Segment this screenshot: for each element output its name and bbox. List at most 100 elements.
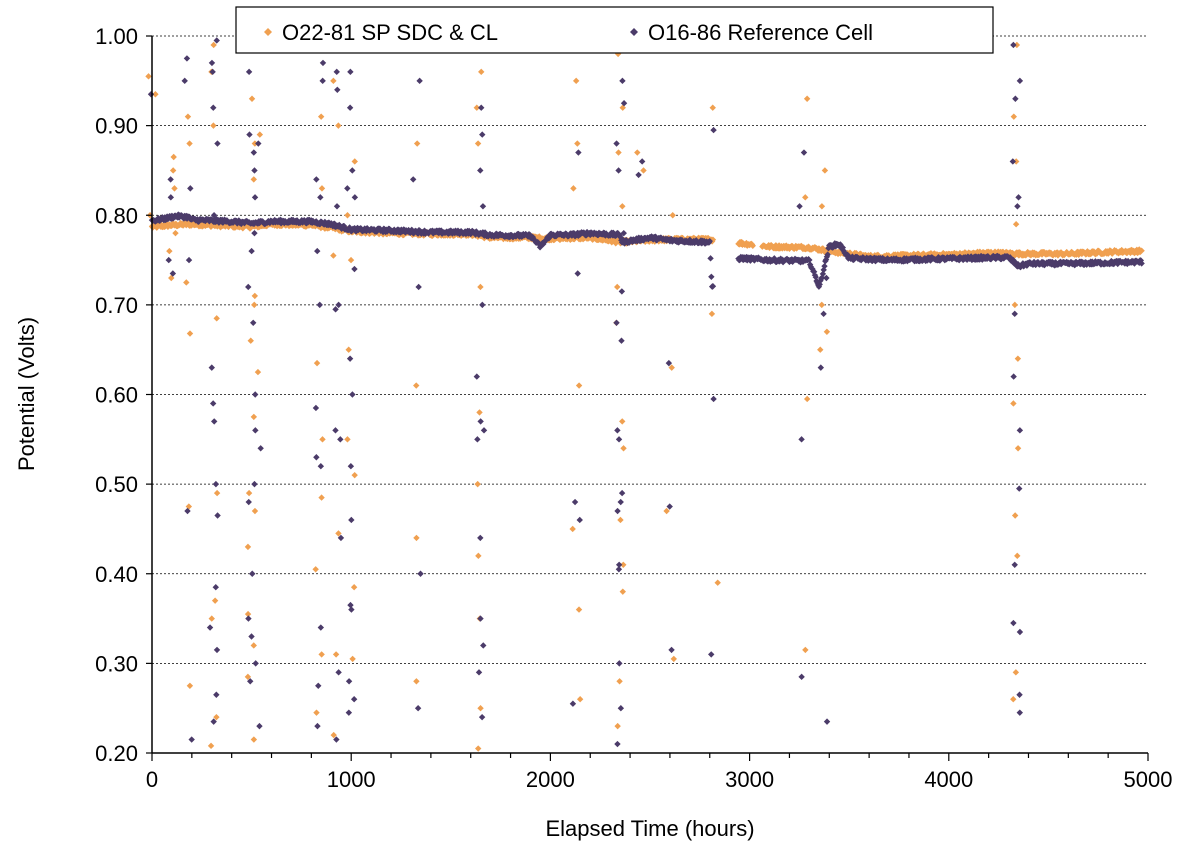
- x-tick-label: 0: [146, 767, 158, 792]
- data-point: [615, 149, 622, 156]
- data-point: [818, 301, 825, 309]
- data-point: [214, 512, 221, 519]
- y-tick-label: 0.20: [95, 741, 138, 766]
- data-point: [213, 315, 220, 322]
- y-tick-label: 0.40: [95, 562, 138, 587]
- data-point: [1013, 41, 1021, 49]
- data-point: [665, 359, 673, 367]
- data-point: [1015, 194, 1022, 201]
- series-2-baseline-points: [148, 211, 1145, 290]
- data-point: [477, 283, 484, 291]
- data-point: [351, 158, 358, 165]
- data-point: [668, 364, 675, 371]
- data-point: [251, 229, 258, 237]
- data-point: [1014, 355, 1022, 362]
- legend-label-series-2: O16-86 Reference Cell: [648, 20, 873, 45]
- data-point: [802, 194, 809, 201]
- data-point: [246, 131, 253, 138]
- data-point: [245, 498, 252, 506]
- data-point: [575, 382, 583, 389]
- data-point: [188, 736, 195, 743]
- data-point: [569, 700, 577, 707]
- data-point: [666, 503, 673, 510]
- data-point: [181, 77, 188, 85]
- data-point: [1016, 77, 1024, 85]
- data-point: [1016, 691, 1023, 698]
- data-point: [186, 330, 194, 337]
- data-point: [570, 185, 577, 192]
- data-point: [183, 55, 191, 62]
- spike-cluster: [250, 131, 264, 743]
- data-point: [708, 310, 716, 318]
- spike-cluster: [312, 59, 327, 730]
- data-point: [337, 436, 344, 443]
- data-point: [413, 382, 420, 389]
- y-tick-label: 0.30: [95, 651, 138, 676]
- data-point: [214, 140, 221, 147]
- x-tick-label: 1000: [327, 767, 376, 792]
- data-point: [345, 709, 353, 716]
- data-point: [209, 400, 217, 407]
- data-point: [208, 364, 215, 371]
- y-tick-label: 1.00: [95, 24, 138, 49]
- data-point: [250, 413, 258, 421]
- data-point: [1016, 485, 1023, 492]
- data-point: [616, 678, 623, 685]
- data-point: [714, 579, 721, 586]
- spike-cluster: [634, 149, 647, 174]
- data-point: [479, 301, 486, 309]
- data-point: [251, 301, 258, 309]
- data-point: [244, 610, 252, 618]
- data-point: [614, 283, 621, 291]
- data-point: [477, 704, 484, 712]
- data-point: [212, 480, 220, 488]
- data-point: [314, 722, 321, 730]
- x-tick-label: 4000: [924, 767, 973, 792]
- data-point: [823, 718, 831, 725]
- data-point: [245, 489, 253, 497]
- data-point: [668, 646, 675, 654]
- data-point: [1012, 95, 1019, 102]
- spike-cluster: [206, 41, 221, 750]
- spike-cluster: [613, 50, 627, 730]
- x-tick-label: 3000: [725, 767, 774, 792]
- data-point: [313, 709, 320, 716]
- data-point: [1010, 696, 1017, 703]
- data-point: [796, 203, 803, 210]
- data-point: [820, 310, 827, 318]
- data-point: [634, 149, 641, 156]
- data-point: [210, 122, 217, 129]
- data-point: [317, 113, 325, 120]
- data-point: [615, 436, 623, 443]
- data-point: [312, 404, 320, 412]
- data-point: [210, 212, 218, 219]
- data-point: [415, 283, 422, 291]
- data-point: [318, 185, 326, 192]
- data-point: [823, 328, 831, 335]
- data-point: [1010, 400, 1017, 407]
- spike-cluster: [245, 41, 259, 685]
- data-point: [798, 673, 805, 681]
- series-1: [145, 41, 1145, 752]
- spike-cluster: [1009, 41, 1024, 716]
- data-point: [480, 642, 487, 649]
- data-point: [620, 445, 627, 452]
- data-point: [346, 355, 354, 362]
- data-point: [575, 606, 583, 613]
- data-point: [616, 660, 623, 667]
- data-point: [618, 489, 626, 497]
- data-point: [818, 203, 826, 210]
- data-point: [250, 736, 258, 743]
- spike-cluster: [165, 176, 177, 277]
- data-point: [479, 131, 486, 138]
- data-point: [1009, 158, 1017, 165]
- data-point: [798, 436, 805, 443]
- data-point: [170, 153, 177, 161]
- data-point: [257, 445, 264, 452]
- data-point: [347, 68, 354, 76]
- data-point: [251, 480, 258, 488]
- data-point: [252, 660, 259, 667]
- data-point: [348, 516, 355, 524]
- data-point: [413, 534, 420, 542]
